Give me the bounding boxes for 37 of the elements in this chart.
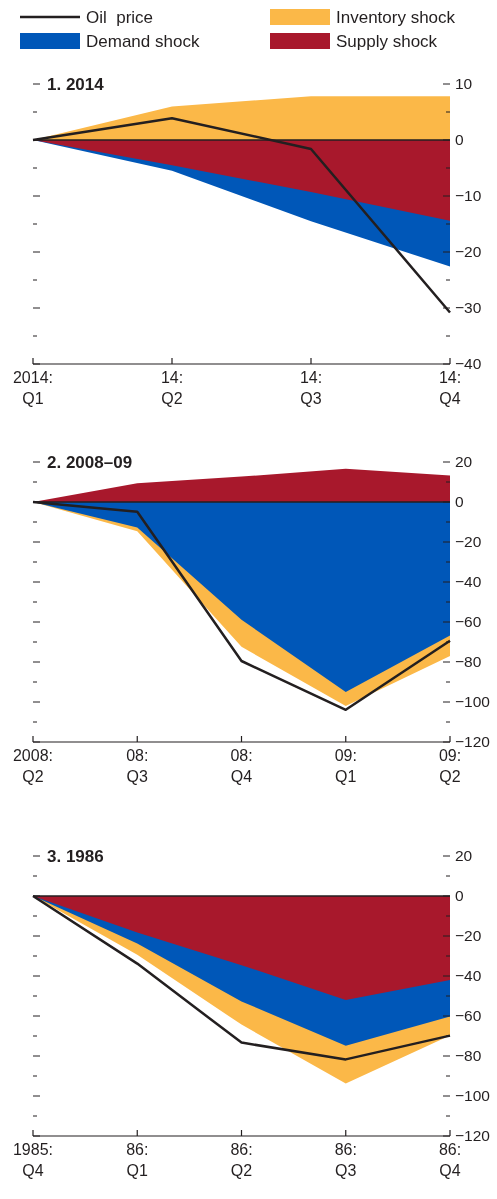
x-tick-label: 86: Q3 [334, 1141, 357, 1179]
legend-label: Oil price [86, 7, 154, 27]
x-tick-label: 08: Q3 [126, 747, 149, 785]
y-tick-label: 0 [455, 131, 464, 149]
x-tick-label: 14: Q2 [160, 369, 184, 407]
x-tick-label: 2014: Q1 [12, 369, 54, 407]
x-tick-label: 1985: Q4 [12, 1141, 54, 1179]
y-tick-label: −60 [455, 1007, 482, 1025]
y-tick-label: 0 [455, 887, 464, 905]
x-tick-label: 2008: Q2 [12, 747, 54, 785]
legend-label: Inventory shock [336, 7, 456, 27]
x-tick-label: 08: Q4 [230, 747, 253, 785]
x-tick-label: 86: Q1 [126, 1141, 149, 1179]
x-tick-label: 09: Q1 [334, 747, 357, 785]
y-tick-label: −10 [455, 187, 482, 205]
x-tick-label: 14: Q3 [299, 369, 323, 407]
y-tick-label: −40 [455, 573, 482, 591]
x-tick-label: 86: Q2 [230, 1141, 253, 1179]
y-tick-label: −100 [455, 693, 491, 711]
y-tick-label: −80 [455, 653, 482, 671]
y-tick-label: 20 [455, 453, 473, 471]
chart-title: 3. 1986 [47, 846, 104, 866]
y-tick-label: −100 [455, 1087, 491, 1105]
y-tick-label: −20 [455, 927, 482, 945]
chart-title: 1. 2014 [47, 74, 105, 94]
legend-label: Demand shock [86, 31, 200, 51]
y-tick-label: 0 [455, 493, 464, 511]
y-tick-label: −60 [455, 613, 482, 631]
y-tick-label: 20 [455, 847, 473, 865]
y-tick-label: −30 [455, 299, 482, 317]
y-tick-label: −20 [455, 243, 482, 261]
y-tick-label: −80 [455, 1047, 482, 1065]
y-tick-label: 10 [455, 75, 473, 93]
y-tick-label: −20 [455, 533, 482, 551]
y-tick-label: −40 [455, 967, 482, 985]
legend-label: Supply shock [336, 31, 438, 51]
chart-title: 2. 2008–09 [47, 452, 133, 472]
